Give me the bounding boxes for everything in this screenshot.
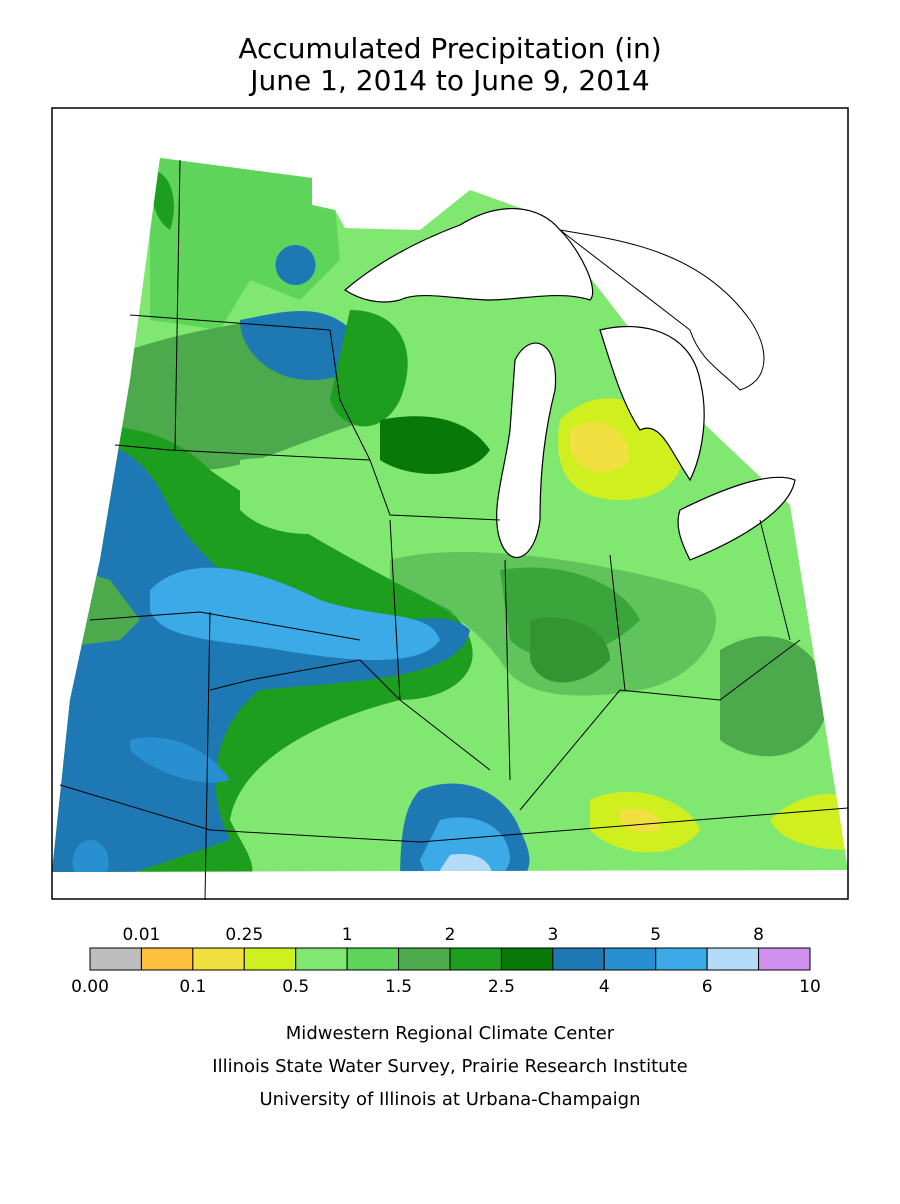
legend-swatch xyxy=(89,947,142,971)
legend-top-label: 0.01 xyxy=(122,925,160,945)
legend-bottom-label: 0.1 xyxy=(179,977,206,997)
legend-swatch xyxy=(706,947,760,971)
legend-swatch xyxy=(398,947,451,971)
map-title: Accumulated Precipitation (in) xyxy=(238,32,661,65)
legend-swatch xyxy=(655,947,708,971)
legend-swatch xyxy=(243,947,297,971)
legend-bottom-label: 2.5 xyxy=(488,977,515,997)
legend-bottom-label: 6 xyxy=(702,977,713,997)
legend-swatch xyxy=(295,947,348,971)
legend-top-label: 0.25 xyxy=(225,925,263,945)
credit-line: Midwestern Regional Climate Center xyxy=(286,1023,615,1044)
legend-swatch xyxy=(552,947,605,971)
legend: 0.01 0.25 1 2 3 5 8 0.00 0.1 0.5 1.5 2.5 4 6 10 xyxy=(71,925,821,997)
legend-swatch xyxy=(449,947,502,971)
legend-top-label: 3 xyxy=(547,925,558,945)
legend-bottom-label: 0.00 xyxy=(71,977,109,997)
legend-swatch xyxy=(500,947,554,971)
credit-line: University of Illinois at Urbana-Champai… xyxy=(259,1089,640,1110)
legend-top-label: 1 xyxy=(342,925,353,945)
credits: Midwestern Regional Climate Center Illino… xyxy=(212,1023,687,1110)
credit-line: Illinois State Water Survey, Prairie Res… xyxy=(212,1056,687,1077)
legend-top-label: 2 xyxy=(445,925,456,945)
legend-top-label: 5 xyxy=(650,925,661,945)
legend-swatch xyxy=(346,947,400,971)
legend-bottom-label: 4 xyxy=(599,977,610,997)
legend-bottom-label: 10 xyxy=(799,977,821,997)
legend-swatch xyxy=(192,947,245,971)
map-frame xyxy=(51,107,849,900)
legend-swatch xyxy=(603,947,657,971)
legend-bottom-label: 1.5 xyxy=(385,977,412,997)
legend-bottom-label: 0.5 xyxy=(282,977,309,997)
legend-swatch xyxy=(140,947,194,971)
map-subtitle: June 1, 2014 to June 9, 2014 xyxy=(248,64,649,97)
legend-swatch xyxy=(758,947,811,971)
legend-top-label: 8 xyxy=(753,925,764,945)
